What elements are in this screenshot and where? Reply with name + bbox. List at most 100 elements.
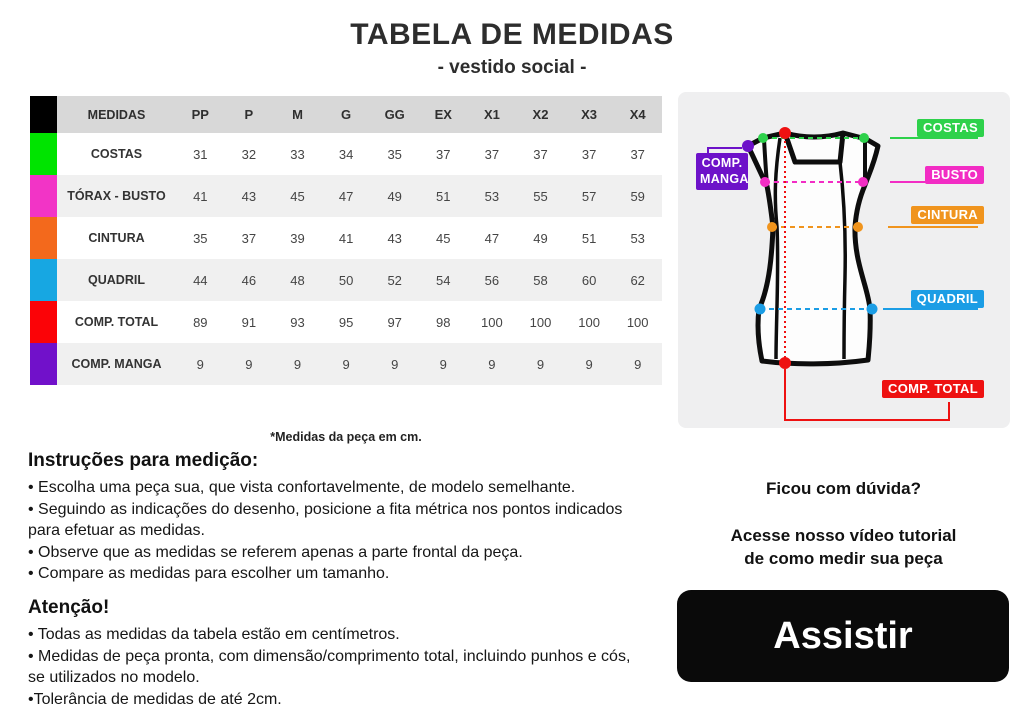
bullet-item: • Escolha uma peça sua, que vista confor… [28, 479, 576, 496]
comp-manga-dot [742, 140, 754, 152]
table-footnote: *Medidas da peça em cm. [270, 430, 422, 444]
table-cell: 34 [321, 133, 371, 175]
attention-heading: Atenção! [28, 597, 110, 618]
table-cell: 98 [418, 301, 468, 343]
table-cell: 47 [467, 217, 517, 259]
table-cell: 37 [516, 133, 565, 175]
table-cell: 9 [516, 343, 565, 385]
table-cell: 37 [224, 217, 274, 259]
tutorial-line-2: de como medir sua peça [744, 549, 943, 568]
table-cell: 43 [224, 175, 274, 217]
cintura-dot-right [853, 222, 863, 232]
costas-dot-left [758, 133, 768, 143]
table-cell: 58 [516, 259, 565, 301]
bullet-item: •Tolerância de medidas de até 2cm. [28, 690, 282, 708]
column-header: P [224, 96, 274, 133]
table-cell: 31 [176, 133, 225, 175]
table-row: COSTAS 31 32 33 34 35 37 37 37 37 37 [30, 133, 662, 175]
dress-diagram [707, 127, 978, 421]
comp-manga-connector [707, 147, 742, 154]
table-cell: 35 [370, 133, 419, 175]
attention-list: • Todas as medidas da tabela estão em ce… [28, 624, 638, 710]
table-cell: 57 [564, 175, 614, 217]
table-cell: 9 [613, 343, 662, 385]
table-cell: 97 [370, 301, 419, 343]
seam-left [773, 137, 782, 360]
row-color-swatch [30, 343, 57, 385]
table-cell: 95 [321, 301, 371, 343]
table-cell: 59 [613, 175, 662, 217]
table-cell: 33 [273, 133, 322, 175]
busto-dot-left [760, 177, 770, 187]
watch-video-button[interactable]: Assistir [677, 590, 1009, 682]
table-cell: 37 [418, 133, 468, 175]
row-label: QUADRIL [57, 259, 176, 301]
table-cell: 46 [224, 259, 274, 301]
diagram-label-comp-total: COMP. TOTAL [882, 380, 984, 398]
table-cell: 100 [613, 301, 662, 343]
table-cell: 44 [176, 259, 225, 301]
table-cell: 53 [613, 217, 662, 259]
table-cell: 51 [564, 217, 614, 259]
column-header: GG [370, 96, 419, 133]
neckline [782, 132, 846, 165]
page-title: TABELA DE MEDIDAS [350, 18, 674, 51]
table-cell: 47 [321, 175, 371, 217]
column-header: M [273, 96, 322, 133]
quadril-dot-right [866, 303, 878, 315]
column-header: MEDIDAS [57, 96, 176, 133]
table-body: COSTAS 31 32 33 34 35 37 37 37 37 37 TÓRAX - BUSTO 4… [30, 133, 662, 385]
diagram-label-costas: COSTAS [916, 119, 984, 137]
instructions-list: • Escolha uma peça sua, que vista confor… [28, 477, 638, 585]
costas-dot-right [859, 133, 869, 143]
column-header: X3 [564, 96, 614, 133]
bullet-item: • Seguindo as indicações do desenho, pos… [28, 500, 623, 540]
instructions-heading: Instruções para medição: [28, 450, 259, 471]
doubt-heading: Ficou com dúvida? [766, 479, 921, 498]
row-color-swatch [30, 301, 57, 343]
comp-total-dot-bottom [779, 357, 791, 369]
table-cell: 93 [273, 301, 322, 343]
table-cell: 89 [176, 301, 225, 343]
table-cell: 45 [273, 175, 322, 217]
table-cell: 49 [370, 175, 419, 217]
table-cell: 35 [176, 217, 225, 259]
table-row: COMP. TOTAL 89 91 93 95 97 98 100 100 100 100 [30, 301, 662, 343]
table-cell: 100 [516, 301, 565, 343]
table-cell: 55 [516, 175, 565, 217]
table-cell: 9 [176, 343, 225, 385]
row-label: TÓRAX - BUSTO [57, 175, 176, 217]
table-cell: 9 [467, 343, 517, 385]
page-subtitle: - vestido social - [437, 57, 587, 78]
seam-right [838, 161, 848, 360]
table-cell: 48 [273, 259, 322, 301]
bullet-item: • Compare as medidas para escolher um ta… [28, 565, 390, 582]
column-header: X4 [613, 96, 662, 133]
table-cell: 54 [418, 259, 468, 301]
quadril-dot-left [754, 303, 766, 315]
table-cell: 100 [564, 301, 614, 343]
comp-total-connector [784, 369, 950, 421]
tutorial-text: Acesse nosso vídeo tutorial de como medi… [677, 524, 1010, 570]
table-cell: 32 [224, 133, 274, 175]
table-cell: 51 [418, 175, 468, 217]
table-cell: 39 [273, 217, 322, 259]
comp-total-dot-top [779, 127, 791, 139]
instructions-section: Instruções para medição: • Escolha uma p… [28, 450, 638, 585]
bullet-item: • Medidas de peça pronta, com dimensão/c… [28, 647, 631, 687]
row-label: COSTAS [57, 133, 176, 175]
table-cell: 9 [418, 343, 468, 385]
row-color-swatch [30, 217, 57, 259]
table-cell: 45 [418, 217, 468, 259]
table-cell: 9 [370, 343, 419, 385]
table-row: QUADRIL 44 46 48 50 52 54 56 58 60 62 [30, 259, 662, 301]
dress-diagram-panel: COSTAS BUSTO CINTURA QUADRIL COMP. TOTAL… [678, 92, 1010, 428]
table-cell: 37 [467, 133, 517, 175]
column-header: X1 [467, 96, 517, 133]
table-cell: 9 [224, 343, 274, 385]
row-label: COMP. MANGA [57, 343, 176, 385]
table-row: TÓRAX - BUSTO 41 43 45 47 49 51 53 55 57 59 [30, 175, 662, 217]
measurements-table: MEDIDAS PP P M G GG EX X1 X2 X3 X4 COSTAS 31 32 33 34 3… [30, 96, 662, 385]
table-cell: 62 [613, 259, 662, 301]
table-header-row: MEDIDAS PP P M G GG EX X1 X2 X3 X4 [30, 96, 662, 133]
